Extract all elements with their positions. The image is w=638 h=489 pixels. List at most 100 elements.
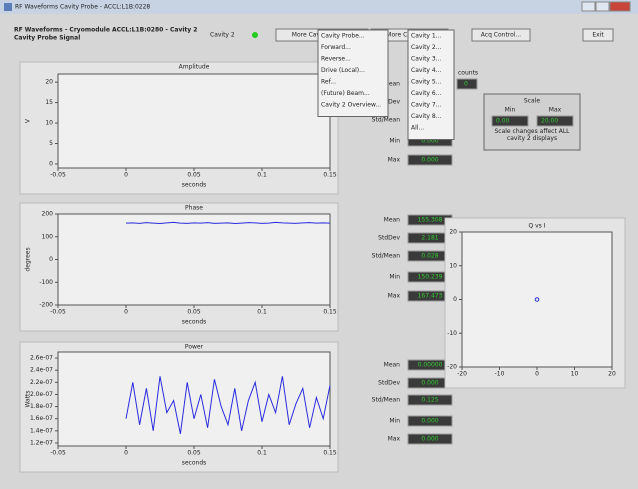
y-tick-label: 20: [449, 229, 457, 236]
x-tick-label: 0: [124, 309, 128, 316]
title-bar: [0, 0, 638, 14]
scale-max-value[interactable]: 20.00: [541, 118, 558, 125]
y-tick-label: -100: [39, 279, 53, 286]
menu-item[interactable]: Cavity 2 Overview...: [321, 102, 381, 109]
y-tick-label: 5: [49, 140, 53, 147]
x-tick-label: 0: [535, 371, 539, 378]
x-axis-label: seconds: [182, 182, 207, 189]
stat-label: Max: [388, 293, 401, 300]
stat-label: Mean: [384, 81, 401, 88]
qvi-area: [461, 231, 613, 368]
menu-item[interactable]: Cavity 7...: [411, 102, 442, 109]
y-tick-label: -20: [447, 364, 457, 371]
x-tick-label: -0.05: [50, 450, 66, 457]
y-tick-label: 100: [42, 233, 54, 240]
stat-label: StdDev: [378, 99, 400, 106]
menu-item[interactable]: Cavity 1...: [411, 33, 442, 40]
y-tick-label: -10: [447, 330, 457, 337]
y-tick-label: 10: [45, 120, 53, 127]
plot-title: Power: [185, 344, 204, 351]
stat-value: 167.473: [418, 293, 443, 300]
scale-title: Scale: [524, 98, 540, 105]
y-axis-label: degrees: [25, 247, 32, 271]
menu-item[interactable]: Cavity 6...: [411, 90, 442, 97]
stat-label: Std/Mean: [372, 397, 401, 404]
menu-item[interactable]: Cavity 4...: [411, 67, 442, 74]
menu-item[interactable]: (Future) Beam...: [321, 90, 370, 97]
x-tick-label: 0.1: [257, 450, 267, 457]
menu-item[interactable]: Cavity 8...: [411, 113, 442, 120]
stat-label: Max: [388, 436, 401, 443]
stat-value: 150.239: [418, 274, 443, 281]
y-tick-label: 0: [453, 296, 457, 303]
window-title: RF Waveforms Cavity Probe - ACCL:L1B:022…: [15, 4, 150, 11]
plot-area: [57, 213, 331, 306]
stat-value: 0.000: [421, 436, 438, 443]
x-tick-label: -0.05: [50, 172, 66, 179]
x-axis-label: seconds: [182, 460, 207, 467]
x-tick-label: 0.05: [187, 450, 201, 457]
dropdown-menu: [317, 29, 389, 117]
x-tick-label: -10: [495, 371, 505, 378]
header-title: RF Waveforms - Cryomodule ACCL:L1B:0280 …: [14, 27, 197, 34]
stat-value: 0.125: [421, 397, 438, 404]
stat-value: 155.308: [418, 217, 443, 224]
menu-item[interactable]: Forward...: [321, 44, 351, 51]
y-tick-label: 10: [449, 262, 457, 269]
menu-item[interactable]: Cavity 3...: [411, 56, 442, 63]
x-tick-label: 20: [608, 371, 616, 378]
stat-label: Min: [389, 418, 400, 425]
stat-label: Mean: [384, 217, 401, 224]
scale-min-label: Min: [505, 107, 516, 114]
x-tick-label: 0.15: [323, 172, 337, 179]
stat-label: StdDev: [378, 380, 400, 387]
stat-box: [407, 394, 453, 406]
maximize-button[interactable]: [595, 1, 610, 12]
close-button[interactable]: [609, 1, 631, 12]
trace: [125, 221, 331, 225]
menu-item[interactable]: Reverse...: [321, 56, 351, 63]
y-tick-label: 200: [42, 211, 54, 218]
scale-max-input[interactable]: [536, 115, 574, 127]
stat-box: [407, 415, 453, 427]
qvi-point: [534, 297, 540, 302]
menu-item[interactable]: All...: [411, 125, 424, 132]
button-label[interactable]: Exit: [592, 32, 604, 39]
scale-min-input[interactable]: [491, 115, 529, 127]
stat-value: 0.00000: [418, 362, 443, 369]
plot-area: [57, 73, 331, 169]
stat-value: 0.000: [421, 380, 438, 387]
trace: [125, 376, 331, 434]
y-axis-label: Watts: [25, 390, 32, 407]
x-tick-label: 0.15: [323, 309, 337, 316]
stat-label: Std/Mean: [372, 253, 401, 260]
scale-min-value[interactable]: 0.00: [496, 118, 510, 125]
minimize-button[interactable]: [581, 1, 596, 12]
dropdown-menu: [407, 29, 455, 140]
y-tick-label: 15: [45, 99, 53, 106]
x-tick-label: 10: [571, 371, 579, 378]
y-tick-label: -200: [39, 302, 53, 309]
stat-value: 0.000: [421, 418, 438, 425]
stat-label: Std/Mean: [372, 117, 401, 124]
x-tick-label: 0: [124, 172, 128, 179]
cavity-label: Cavity 2: [210, 32, 235, 39]
x-axis-label: seconds: [182, 319, 207, 326]
menu-item[interactable]: Cavity 2...: [411, 44, 442, 51]
qvi-title: Q vs I: [529, 223, 546, 230]
button-label[interactable]: Acq Control...: [481, 32, 522, 39]
menu-item[interactable]: Ref...: [321, 79, 336, 86]
stat-value: 0.000: [421, 138, 438, 145]
menu-item[interactable]: Cavity Probe...: [321, 33, 365, 40]
y-tick-label: 2.6e-07: [30, 355, 53, 362]
button[interactable]: [582, 28, 614, 42]
button[interactable]: [471, 28, 531, 42]
menu-item[interactable]: Cavity 5...: [411, 79, 442, 86]
x-tick-label: 0.05: [187, 309, 201, 316]
y-tick-label: 2.4e-07: [30, 367, 53, 374]
stat-label: Mean: [384, 362, 401, 369]
y-tick-label: 20: [45, 79, 53, 86]
y-axis-label: V: [25, 118, 32, 123]
stat-value: 0.028: [421, 253, 438, 260]
menu-item[interactable]: Drive (Local)...: [321, 67, 365, 74]
